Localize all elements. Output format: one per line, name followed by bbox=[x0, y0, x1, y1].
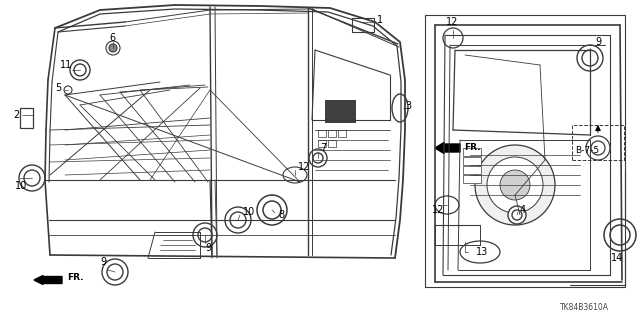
Text: 9: 9 bbox=[205, 243, 211, 253]
Circle shape bbox=[586, 136, 610, 160]
Text: 4: 4 bbox=[520, 205, 526, 215]
Bar bbox=[328, 140, 336, 147]
Circle shape bbox=[508, 206, 526, 224]
Text: 7: 7 bbox=[320, 143, 326, 153]
Circle shape bbox=[443, 28, 463, 48]
Bar bbox=[318, 130, 326, 137]
Bar bbox=[338, 130, 346, 137]
FancyArrow shape bbox=[435, 142, 460, 154]
Text: 8: 8 bbox=[278, 210, 284, 220]
Text: FR.: FR. bbox=[464, 142, 481, 151]
Text: TK84B3610A: TK84B3610A bbox=[560, 303, 609, 313]
Text: 2: 2 bbox=[13, 110, 19, 120]
Text: 1: 1 bbox=[377, 15, 383, 25]
Circle shape bbox=[257, 195, 287, 225]
Text: 12: 12 bbox=[432, 205, 444, 215]
Text: 9: 9 bbox=[595, 37, 601, 47]
Circle shape bbox=[604, 219, 636, 251]
Circle shape bbox=[74, 64, 86, 76]
Circle shape bbox=[577, 45, 603, 71]
Circle shape bbox=[512, 210, 522, 220]
Bar bbox=[328, 130, 336, 137]
Bar bbox=[325, 100, 355, 122]
Ellipse shape bbox=[460, 241, 500, 263]
Text: 12: 12 bbox=[446, 17, 458, 27]
Bar bbox=[318, 140, 326, 147]
Circle shape bbox=[64, 86, 72, 94]
Ellipse shape bbox=[392, 94, 408, 122]
Circle shape bbox=[225, 207, 251, 233]
Text: 10: 10 bbox=[15, 181, 28, 191]
Text: 12: 12 bbox=[298, 162, 310, 172]
Ellipse shape bbox=[283, 167, 307, 183]
Circle shape bbox=[263, 201, 281, 219]
Text: B-7-5: B-7-5 bbox=[575, 146, 599, 155]
Circle shape bbox=[106, 41, 120, 55]
Bar bbox=[20, 108, 33, 128]
Circle shape bbox=[591, 141, 605, 155]
Text: 6: 6 bbox=[109, 33, 115, 43]
Circle shape bbox=[198, 228, 212, 242]
Ellipse shape bbox=[487, 157, 543, 213]
Ellipse shape bbox=[435, 196, 459, 214]
Text: 3: 3 bbox=[405, 101, 411, 111]
Ellipse shape bbox=[500, 170, 530, 200]
Circle shape bbox=[19, 165, 45, 191]
Circle shape bbox=[70, 60, 90, 80]
Bar bbox=[463, 175, 481, 183]
Circle shape bbox=[109, 44, 117, 52]
Text: 5: 5 bbox=[55, 83, 61, 93]
Circle shape bbox=[24, 170, 40, 186]
Bar bbox=[572, 125, 624, 160]
Text: 11: 11 bbox=[60, 60, 72, 70]
Bar bbox=[463, 157, 481, 165]
Text: FR.: FR. bbox=[67, 274, 83, 283]
Circle shape bbox=[313, 153, 323, 163]
Bar bbox=[463, 166, 481, 174]
Ellipse shape bbox=[475, 145, 555, 225]
Text: 9: 9 bbox=[100, 257, 106, 267]
Bar bbox=[425, 15, 625, 287]
Circle shape bbox=[309, 149, 327, 167]
Circle shape bbox=[582, 50, 598, 66]
Text: 13: 13 bbox=[476, 247, 488, 257]
Bar bbox=[463, 148, 481, 156]
FancyArrow shape bbox=[34, 276, 62, 284]
Circle shape bbox=[230, 212, 246, 228]
Circle shape bbox=[102, 259, 128, 285]
Circle shape bbox=[193, 223, 217, 247]
Text: 10: 10 bbox=[243, 207, 255, 217]
Circle shape bbox=[107, 264, 123, 280]
Circle shape bbox=[610, 225, 630, 245]
Text: 14: 14 bbox=[611, 253, 623, 263]
Bar bbox=[352, 18, 374, 32]
